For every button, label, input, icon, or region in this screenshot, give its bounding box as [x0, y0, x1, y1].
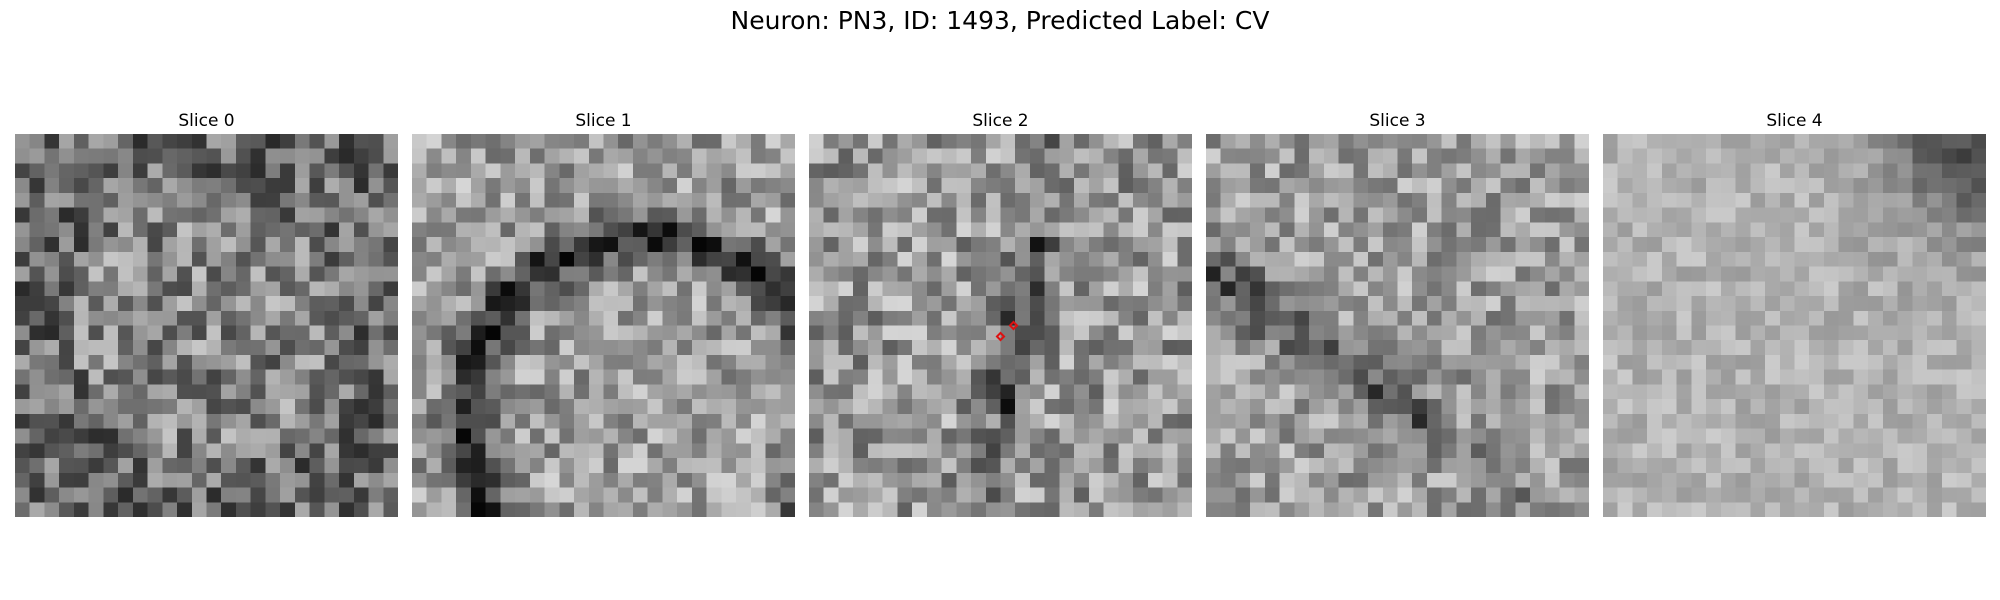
slice-panel-2: Slice 2	[809, 108, 1192, 517]
slice-panel-3: Slice 3	[1206, 108, 1589, 517]
slice-image-3	[1206, 134, 1589, 517]
slice-title-4: Slice 4	[1766, 111, 1823, 131]
slice-title-1: Slice 1	[575, 111, 632, 131]
slice-image-0	[15, 134, 398, 517]
slice-image-4	[1603, 134, 1986, 517]
slice-title-2: Slice 2	[972, 111, 1029, 131]
slice-panel-0: Slice 0	[15, 108, 398, 517]
slice-image-2	[809, 134, 1192, 517]
slice-title-0: Slice 0	[178, 111, 235, 131]
slice-panel-4: Slice 4	[1603, 108, 1986, 517]
figure-title: Neuron: PN3, ID: 1493, Predicted Label: …	[730, 6, 1270, 35]
slice-image-1	[412, 134, 795, 517]
slice-title-3: Slice 3	[1369, 111, 1426, 131]
slice-panel-1: Slice 1	[412, 108, 795, 517]
